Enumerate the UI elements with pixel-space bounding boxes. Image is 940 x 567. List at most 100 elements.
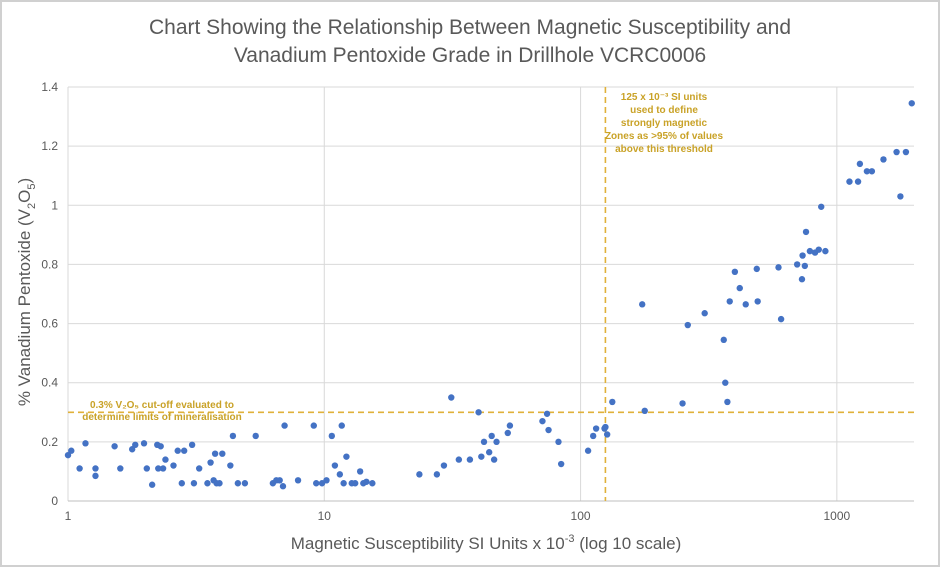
data-point: [252, 432, 259, 440]
data-point: [902, 148, 910, 156]
data-point: [279, 483, 287, 490]
data-point: [818, 203, 825, 210]
data-point: [897, 193, 904, 200]
data-point: [775, 264, 782, 271]
data-point: [589, 432, 597, 440]
y-axis-title: % Vanadium Pentoxide (V2O5): [15, 178, 38, 406]
data-point: [140, 440, 148, 447]
data-point: [356, 468, 364, 475]
data-point: [148, 481, 156, 488]
y-tick-label: 0: [51, 494, 58, 508]
data-point: [753, 265, 760, 273]
x-tick-label: 1000: [823, 509, 850, 523]
data-point: [340, 480, 347, 487]
chart-title-line-2: Vanadium Pentoxide Grade in Drillhole VC…: [234, 44, 706, 67]
data-point: [143, 465, 151, 472]
data-point: [701, 310, 708, 317]
y-axis-title-sub-2: 5: [26, 184, 38, 190]
data-point: [68, 447, 75, 454]
data-point: [603, 431, 611, 438]
data-point: [159, 465, 167, 472]
data-point: [455, 456, 463, 463]
data-point: [490, 456, 498, 463]
data-point: [188, 441, 196, 449]
data-point: [132, 441, 139, 449]
annotation-h-line-1: 0.3% V₂O₅ cut-off evaluated to: [90, 400, 234, 411]
data-point: [190, 480, 198, 487]
data-point: [641, 407, 648, 415]
y-tick-label: 0.8: [41, 257, 58, 271]
data-point: [178, 480, 186, 487]
chart-title-line-1: Chart Showing the Relationship Between M…: [149, 16, 791, 39]
data-point: [343, 453, 350, 460]
data-point: [331, 462, 339, 469]
data-point: [793, 261, 801, 268]
y-axis-title-suffix: ): [15, 178, 34, 184]
data-point: [310, 422, 317, 429]
data-point: [323, 477, 330, 484]
annotation-v-line-3: strongly magnetic: [621, 118, 708, 129]
data-point: [815, 246, 822, 253]
data-points: [64, 100, 915, 490]
data-point: [720, 336, 727, 344]
y-axis-title-prefix: % Vanadium Pentoxide (V: [15, 208, 34, 406]
annotation-h-line-2: determine limits of mineralisation: [82, 412, 241, 423]
gridlines: [67, 86, 914, 502]
x-axis-title-prefix: Magnetic Susceptibility SI Units x 10: [291, 534, 565, 553]
data-point: [111, 443, 118, 450]
x-axis-title: Magnetic Susceptibility SI Units x 10-3 …: [291, 533, 682, 553]
data-point: [545, 426, 552, 434]
y-axis-title-sub-1: 2: [26, 203, 38, 209]
data-point: [584, 447, 592, 454]
data-point: [313, 480, 320, 487]
data-point: [806, 247, 814, 255]
annotation-v-line-5: above this threshold: [615, 144, 713, 155]
data-point: [328, 432, 336, 440]
data-point: [281, 422, 288, 429]
data-point: [485, 449, 493, 456]
data-point: [369, 480, 376, 487]
data-point: [117, 465, 124, 472]
data-point: [880, 156, 887, 163]
data-point: [351, 480, 359, 487]
data-point: [684, 321, 691, 329]
data-point: [433, 471, 441, 478]
data-point: [294, 477, 302, 484]
data-point: [92, 472, 99, 480]
data-point: [822, 247, 829, 255]
data-point: [798, 276, 806, 283]
data-point: [488, 432, 495, 440]
data-point: [416, 471, 423, 478]
data-point: [726, 298, 733, 305]
data-point: [155, 465, 162, 472]
annotation-v-line-1: 125 x 10⁻³ SI units: [621, 92, 708, 103]
data-point: [539, 417, 546, 425]
data-point: [157, 443, 164, 450]
data-point: [448, 394, 455, 401]
data-point: [219, 450, 226, 457]
data-point: [64, 451, 72, 459]
data-point: [76, 465, 83, 472]
y-tick-label: 1: [51, 198, 58, 212]
data-point: [128, 446, 136, 453]
x-tick-label: 10: [318, 509, 332, 523]
data-point: [854, 178, 862, 185]
y-axis-title-mid: O: [15, 190, 34, 203]
y-tick-label: 0.6: [41, 317, 58, 331]
data-point: [82, 440, 89, 447]
data-point: [736, 284, 743, 292]
data-point: [543, 410, 551, 417]
data-point: [241, 480, 249, 487]
data-point: [724, 398, 731, 406]
data-point: [466, 456, 474, 463]
data-point: [207, 459, 214, 466]
data-point: [868, 168, 876, 175]
data-point: [557, 460, 565, 468]
data-point: [92, 465, 99, 472]
threshold-annotation-horizontal: 0.3% V₂O₅ cut-off evaluated to determine…: [82, 400, 241, 423]
data-point: [856, 160, 864, 168]
data-point: [162, 456, 169, 463]
data-point: [592, 425, 600, 432]
